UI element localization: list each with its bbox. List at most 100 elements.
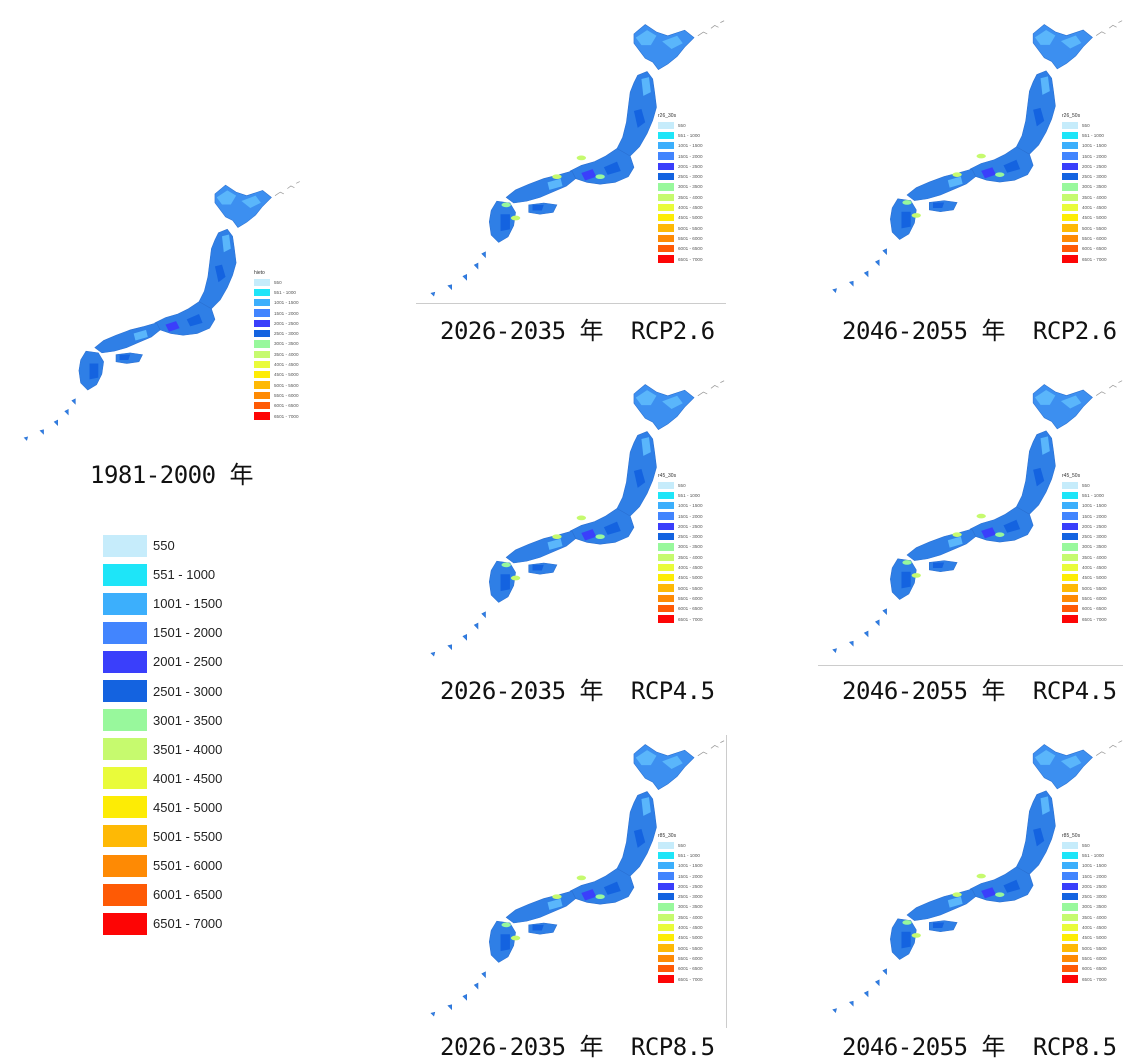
legend-label: 2501 - 3000 [678, 534, 703, 540]
high-precipitation-patches [902, 513, 1005, 578]
legend-label: 1001 - 1500 [153, 596, 223, 612]
legend-label: 4001 - 4500 [274, 362, 299, 368]
legend-item: 4001 - 4500 [658, 922, 703, 932]
legend-item: 3501 - 4000 [658, 192, 703, 202]
legend-label: 6501 - 7000 [153, 916, 223, 932]
legend-swatch [254, 278, 270, 286]
legend-item: 4501 - 5000 [103, 793, 222, 822]
legend-swatch [1062, 532, 1078, 541]
legend-item: 1001 - 1500 [1062, 501, 1107, 511]
legend-swatch [658, 491, 674, 500]
legend-swatch [1062, 594, 1078, 603]
legend-item: 3501 - 4000 [254, 349, 299, 359]
legend-item: 5001 - 5500 [103, 822, 222, 851]
regional-patches [500, 30, 683, 232]
legend-item: 2001 - 2500 [658, 521, 703, 531]
legend-item: 6501 - 7000 [658, 254, 703, 264]
legend-swatch [254, 402, 270, 410]
legend-swatch [658, 162, 674, 170]
legend-label: 1001 - 1500 [274, 300, 299, 306]
legend-swatch [103, 912, 147, 935]
legend-label: 550 [678, 482, 686, 488]
legend-label: 551 - 1000 [153, 567, 216, 583]
legend-item: 4501 - 5000 [658, 573, 703, 583]
legend-swatch [1062, 491, 1078, 500]
legend-swatch [1062, 543, 1078, 551]
legend-item: 4501 - 5000 [254, 370, 299, 380]
legend-label: 3001 - 3500 [1082, 184, 1107, 190]
legend-swatch [1062, 934, 1078, 942]
regional-patches [901, 749, 1082, 949]
honshu-west [505, 170, 577, 204]
legend-label: 2001 - 2500 [274, 320, 299, 326]
legend-item: 4501 - 5000 [1062, 213, 1107, 223]
legend-label: 551 - 1000 [1082, 852, 1104, 858]
legend-label: 2501 - 3000 [1082, 534, 1107, 540]
honshu-central [569, 148, 635, 185]
legend-label: 2501 - 3000 [1082, 174, 1107, 180]
legend-swatch [1062, 615, 1078, 623]
legend-item: 5501 - 6000 [658, 593, 703, 603]
legend-item: 550 [1062, 120, 1107, 130]
map-legend-title: hieto [254, 270, 265, 276]
legend-label: 550 [1082, 482, 1090, 488]
legend-swatch [1062, 152, 1078, 160]
divider-line [818, 665, 1123, 666]
legend-swatch [658, 234, 674, 243]
legend-swatch [254, 371, 270, 379]
legend-label: 1001 - 1500 [1082, 863, 1107, 869]
legend-label: 5001 - 5500 [678, 585, 703, 591]
map-legend-title: r85_30s [658, 833, 677, 839]
legend-swatch [1062, 121, 1078, 129]
legend-label: 3001 - 3500 [678, 184, 703, 190]
legend-item: 4501 - 5000 [658, 213, 703, 223]
legend-item: 551 - 1000 [658, 850, 703, 860]
legend-label: 4001 - 4500 [678, 565, 703, 571]
legend-label: 550 [678, 122, 686, 128]
legend-swatch [658, 923, 674, 932]
legend-swatch [1062, 481, 1078, 489]
legend-swatch [1062, 142, 1078, 150]
legend-item: 550 [658, 840, 703, 850]
legend-item: 5501 - 6000 [103, 851, 222, 880]
legend-label: 4001 - 4500 [1082, 205, 1107, 211]
legend-label: 3501 - 4000 [1082, 194, 1107, 200]
legend-swatch [658, 142, 674, 150]
legend-label: 1001 - 1500 [1082, 143, 1107, 149]
japan-map [430, 740, 725, 1017]
legend-item: 1001 - 1500 [1062, 861, 1107, 871]
legend-label: 3501 - 4000 [1082, 914, 1107, 920]
legend-swatch [658, 255, 674, 263]
legend-item: 551 - 1000 [1062, 130, 1107, 140]
legend-item: 550 [658, 120, 703, 130]
legend-item: 550 [254, 277, 299, 287]
legend-swatch [1062, 872, 1078, 880]
honshu-west [906, 888, 976, 921]
islands [832, 608, 887, 653]
legend-label: 6001 - 6500 [1082, 606, 1107, 612]
map-panel-2026-2035-rcp45: r45_30s 550 551 - 1000 1001 - 1500 1501 - 2… [416, 377, 726, 659]
legend-swatch [103, 854, 147, 877]
legend-swatch [1062, 563, 1078, 572]
legend-item: 3001 - 3500 [254, 339, 299, 349]
legend-label: 3001 - 3500 [1082, 904, 1107, 910]
legend-item: 6001 - 6500 [103, 880, 222, 909]
caption-2026-2035-rcp85: 2026-2035 年 RCP8.5 [440, 1033, 715, 1061]
islands [832, 248, 887, 293]
legend-label: 2501 - 3000 [153, 683, 223, 699]
map-panel-2026-2035-rcp26: r26_30s 550 551 - 1000 1001 - 1500 1501 - 2… [416, 17, 726, 299]
legend-swatch [1062, 553, 1078, 561]
legend-swatch [658, 203, 674, 212]
kuril-islands [697, 20, 725, 37]
legend-swatch [1062, 913, 1078, 921]
japan-map [832, 380, 1123, 653]
legend-item: 2001 - 2500 [103, 647, 222, 676]
caption-2046-2055-rcp45: 2046-2055 年 RCP4.5 [842, 677, 1117, 705]
legend-label: 5001 - 5500 [678, 945, 703, 951]
legend-swatch [1062, 224, 1078, 232]
legend-label: 1501 - 2000 [678, 513, 703, 519]
legend-label: 1001 - 1500 [678, 143, 703, 149]
regional-patches [500, 750, 683, 952]
legend-item: 1501 - 2000 [658, 511, 703, 521]
legend-label: 4501 - 5000 [678, 215, 703, 221]
